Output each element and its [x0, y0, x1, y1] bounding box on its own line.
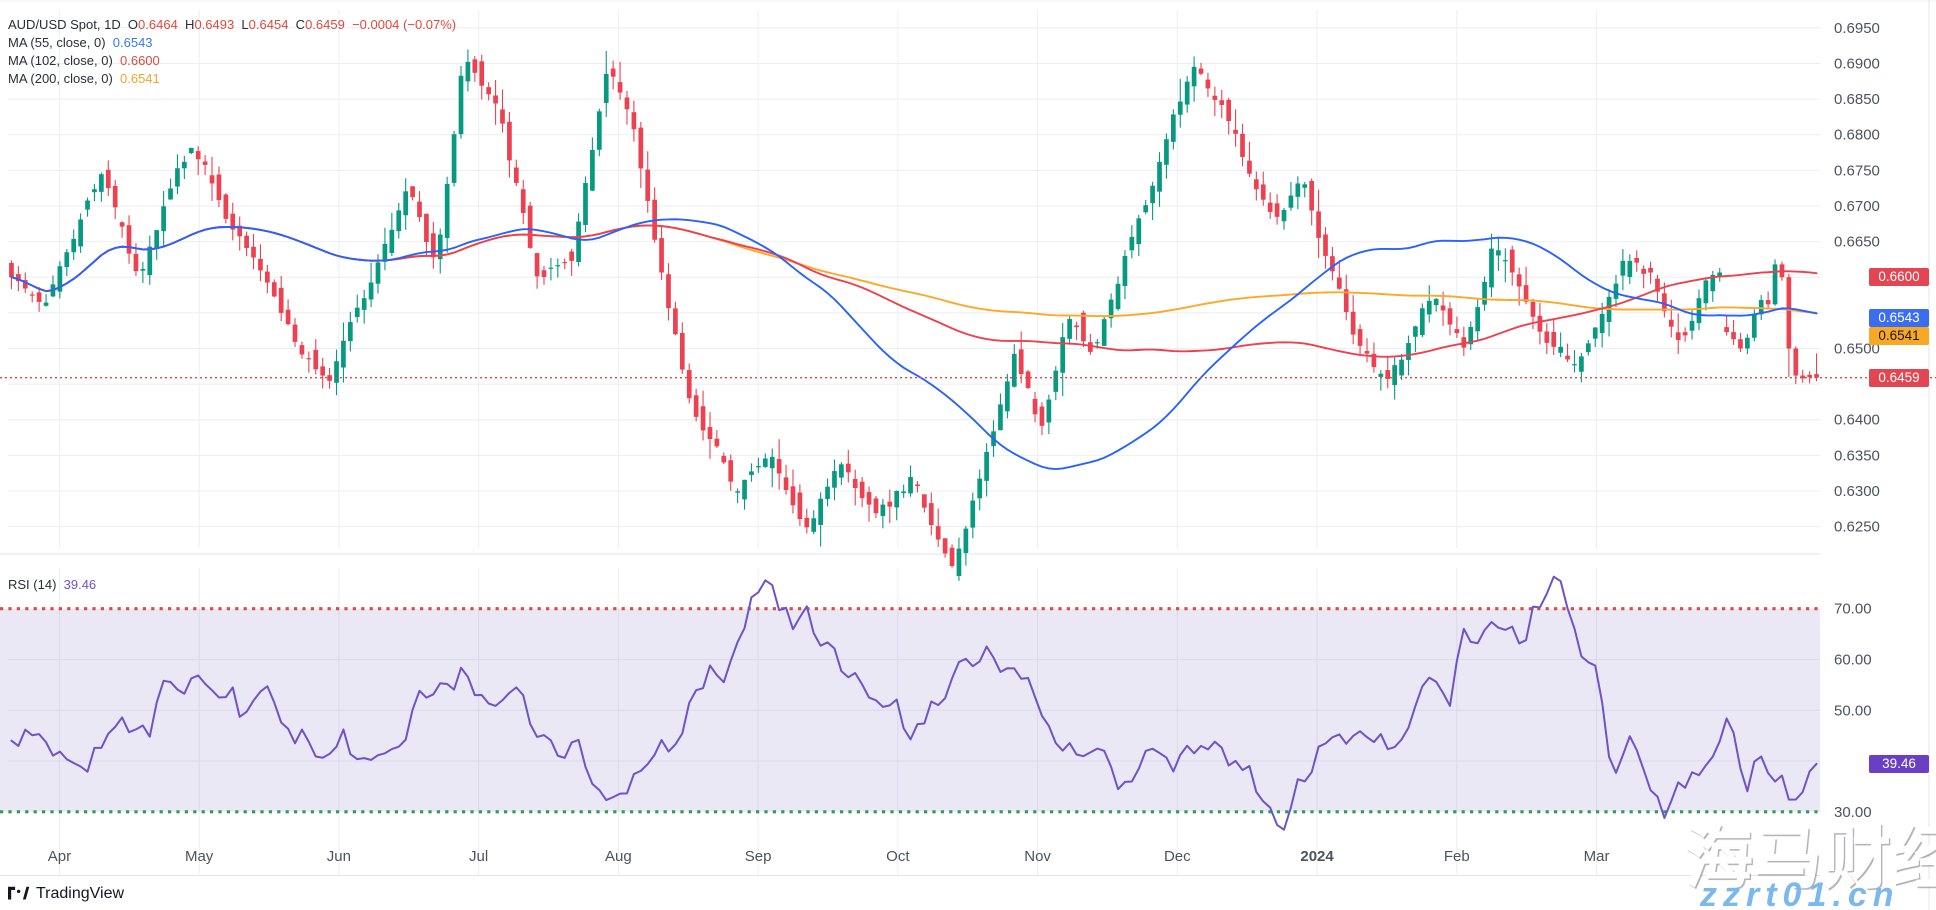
svg-text:Oct: Oct — [886, 848, 910, 865]
svg-text:Nov: Nov — [1024, 848, 1051, 865]
svg-text:0.6700: 0.6700 — [1834, 198, 1880, 215]
svg-text:May: May — [185, 848, 214, 865]
svg-text:50.00: 50.00 — [1834, 702, 1872, 719]
svg-text:Apr: Apr — [48, 848, 71, 865]
svg-text:60.00: 60.00 — [1834, 651, 1872, 668]
svg-text:Mar: Mar — [1584, 848, 1610, 865]
svg-text:0.6300: 0.6300 — [1834, 483, 1880, 500]
svg-text:Aug: Aug — [605, 848, 632, 865]
svg-text:2024: 2024 — [1300, 848, 1334, 865]
svg-text:0.6750: 0.6750 — [1834, 162, 1880, 179]
svg-text:0.6850: 0.6850 — [1834, 91, 1880, 108]
svg-text:0.6350: 0.6350 — [1834, 447, 1880, 464]
svg-text:Jun: Jun — [327, 848, 351, 865]
svg-text:0.6900: 0.6900 — [1834, 55, 1880, 72]
svg-text:Sep: Sep — [745, 848, 772, 865]
svg-text:Feb: Feb — [1444, 848, 1470, 865]
svg-text:0.6950: 0.6950 — [1834, 20, 1880, 37]
svg-text:70.00: 70.00 — [1834, 601, 1872, 618]
svg-text:Jul: Jul — [469, 848, 488, 865]
svg-text:0.6400: 0.6400 — [1834, 412, 1880, 429]
svg-text:0.6650: 0.6650 — [1834, 234, 1880, 251]
svg-text:Dec: Dec — [1164, 848, 1191, 865]
svg-text:0.6250: 0.6250 — [1834, 519, 1880, 536]
svg-text:0.6800: 0.6800 — [1834, 127, 1880, 144]
